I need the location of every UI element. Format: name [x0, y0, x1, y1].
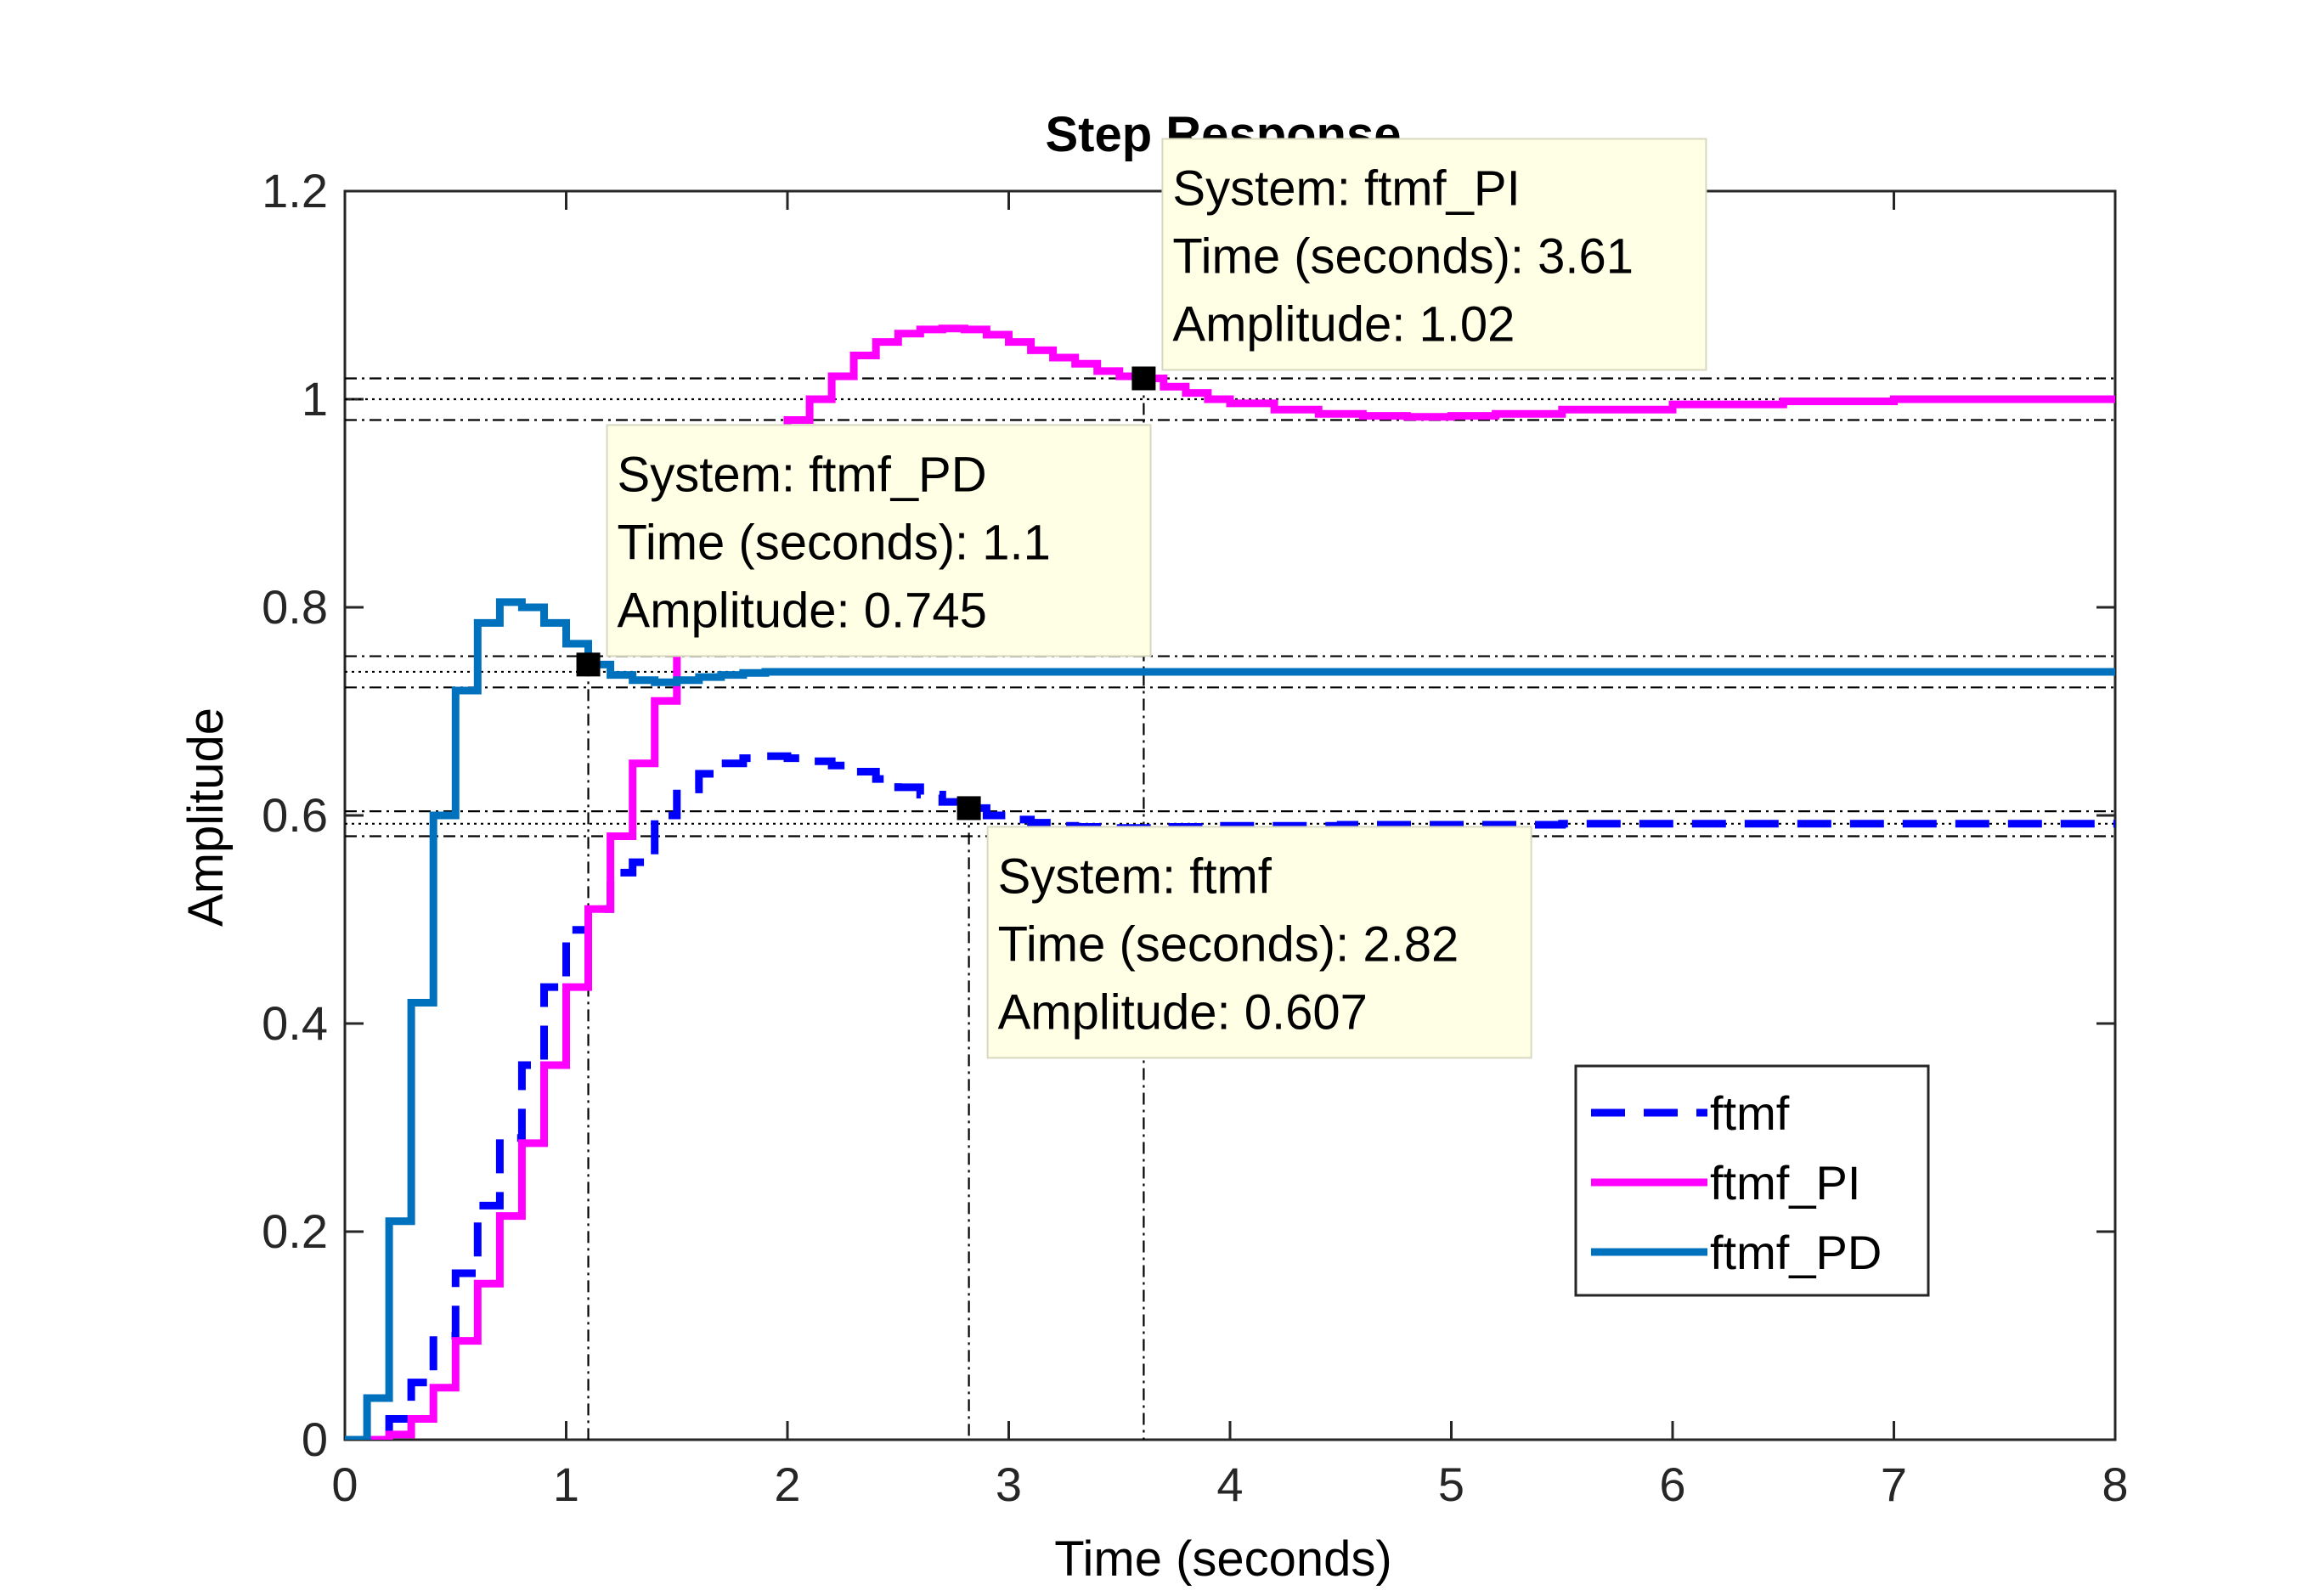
datatip-background [1161, 138, 1707, 371]
datatip-text: System: ftmf_PI [1172, 161, 1520, 217]
legend[interactable]: ftmf ftmf_PI ftmf_PD [1574, 1064, 1930, 1297]
x-tick-label: 7 [1881, 1458, 1907, 1511]
datatip-text: System: ftmf_PD [618, 447, 987, 502]
y-tick-label: 0.2 [262, 1204, 328, 1258]
datatip-text: Amplitude: 1.02 [1172, 297, 1515, 352]
y-axis-label: Amplitude [178, 708, 234, 927]
datatip-box[interactable]: System: ftmf Time (seconds): 2.82 Amplitud… [986, 826, 1532, 1059]
datatip-marker[interactable] [956, 796, 981, 821]
legend-label[interactable]: ftmf_PI [1710, 1156, 1860, 1210]
datatip-text: Amplitude: 0.607 [998, 984, 1368, 1040]
legend-label[interactable]: ftmf [1710, 1086, 1790, 1140]
datatip-background [606, 424, 1152, 657]
x-tick-label: 6 [1659, 1458, 1685, 1511]
datatip-text: Time (seconds): 2.82 [998, 916, 1459, 972]
series-line-ftmf-pd[interactable] [345, 598, 2115, 1440]
datatip-layer: System: ftmf_PI Time (seconds): 3.61 Ampli… [576, 138, 1707, 1059]
y-tick-label: 0.4 [262, 996, 328, 1050]
datatip-box[interactable]: System: ftmf_PD Time (seconds): 1.1 Amplit… [606, 424, 1152, 657]
x-tick-label: 5 [1438, 1458, 1464, 1511]
x-tick-label: 8 [2102, 1458, 2128, 1511]
datatip-text: Time (seconds): 3.61 [1172, 229, 1634, 285]
x-axis-label: Time (seconds) [1054, 1531, 1392, 1587]
series-line-ftmf-pi[interactable] [345, 324, 2115, 1440]
x-tick-label: 2 [774, 1458, 800, 1511]
series-line-ftmf[interactable] [345, 752, 2115, 1440]
datatip-marker[interactable] [576, 652, 601, 677]
datatip-text: Time (seconds): 1.1 [618, 515, 1051, 570]
y-tick-label: 0.8 [262, 580, 328, 634]
datatip-text: System: ftmf [998, 849, 1273, 904]
y-tick-label: 0 [302, 1413, 328, 1466]
x-tick-label: 1 [553, 1458, 579, 1511]
x-tick-label: 3 [996, 1458, 1022, 1511]
legend-label[interactable]: ftmf_PD [1710, 1226, 1882, 1279]
datatip-marker[interactable] [1131, 366, 1156, 391]
x-tick-label: 0 [331, 1458, 358, 1511]
y-tick-label: 0.6 [262, 788, 328, 842]
x-tick-label: 4 [1216, 1458, 1243, 1511]
y-tick-label: 1 [302, 372, 328, 426]
datatip-text: Amplitude: 0.745 [618, 583, 987, 638]
y-tick-label: 1.2 [262, 164, 328, 217]
datatip-box[interactable]: System: ftmf_PI Time (seconds): 3.61 Ampli… [1161, 138, 1707, 371]
datatip-background [986, 826, 1532, 1059]
